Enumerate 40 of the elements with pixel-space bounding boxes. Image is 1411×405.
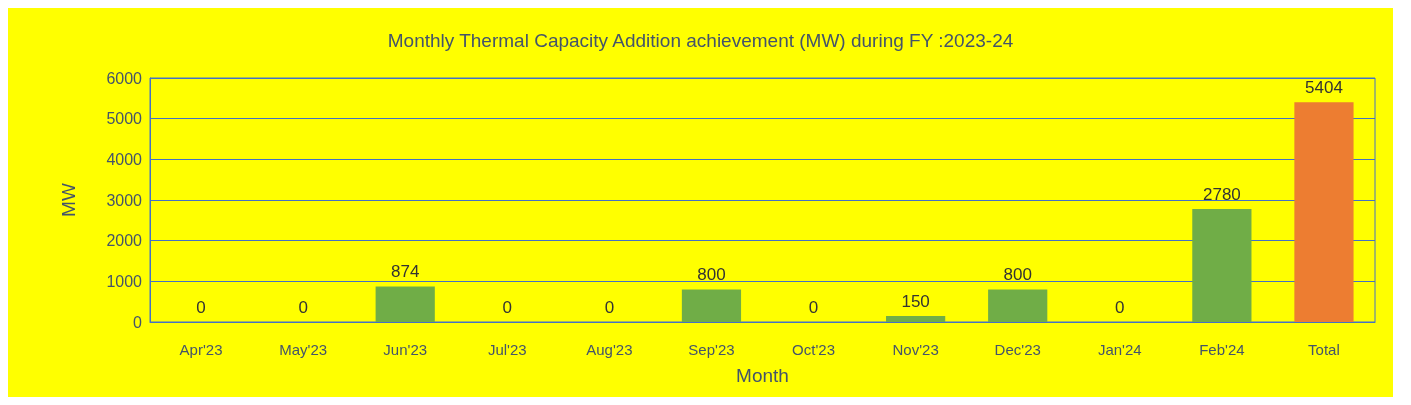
y-tick-label: 5000	[106, 110, 143, 128]
data-label: 0	[298, 298, 308, 317]
y-tick-label: 2000	[106, 232, 143, 250]
data-label: 150	[901, 291, 930, 311]
y-tick-label: 1000	[106, 272, 143, 290]
x-tick-label: May'23	[279, 341, 328, 358]
x-tick-label: Total	[1308, 341, 1340, 358]
x-tick-label: Dec'23	[994, 341, 1041, 358]
data-label: 0	[502, 298, 513, 317]
x-tick-label: Jun'23	[383, 341, 428, 358]
data-label: 0	[1115, 298, 1125, 317]
x-tick-label: Oct'23	[792, 341, 835, 358]
data-label: 0	[604, 298, 615, 317]
x-tick-label: Sep'23	[688, 341, 735, 358]
data-label: 800	[697, 265, 726, 285]
y-tick-label: 6000	[106, 69, 143, 87]
x-tick-label: Jan'24	[1097, 341, 1142, 358]
y-axis-title: MW	[58, 183, 79, 217]
x-axis-title: Month	[736, 365, 789, 386]
bar	[375, 286, 435, 322]
data-label: 874	[391, 262, 420, 282]
bar	[886, 315, 946, 322]
data-label: 0	[196, 298, 206, 317]
x-tick-label: Jul'23	[487, 341, 527, 358]
bar	[1192, 208, 1252, 322]
data-label: 800	[1003, 265, 1032, 285]
chart-title: Monthly Thermal Capacity Addition achievement (MW) during FY :2023-24	[387, 30, 1014, 51]
data-label: 2780	[1202, 184, 1241, 204]
x-tick-label: Aug'23	[586, 341, 633, 358]
bar	[681, 289, 742, 322]
x-tick-label: Feb'24	[1199, 341, 1245, 358]
x-tick-label: Apr'23	[179, 341, 223, 358]
x-tick-label: Nov'23	[892, 341, 939, 358]
data-label: 5404	[1305, 78, 1343, 98]
data-label: 0	[808, 298, 819, 317]
y-tick-label: 4000	[106, 150, 143, 168]
y-tick-label: 0	[133, 313, 143, 331]
bar	[988, 289, 1048, 322]
bar	[1294, 102, 1354, 322]
y-tick-label: 3000	[106, 191, 143, 209]
